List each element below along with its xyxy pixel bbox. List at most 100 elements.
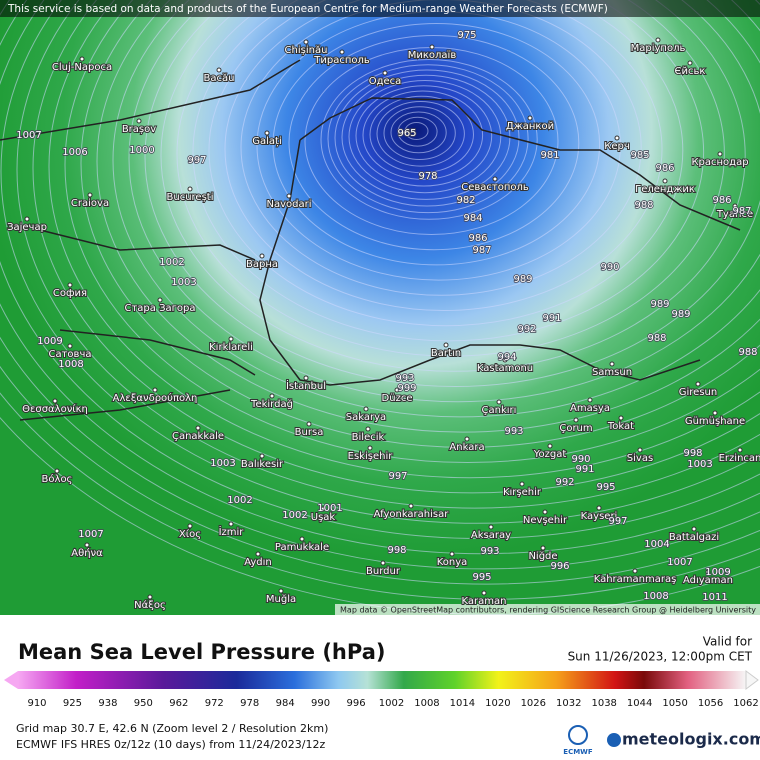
place-label: Navodari [266, 199, 311, 210]
place-dot [382, 70, 388, 76]
isobar-line [144, 0, 760, 387]
isobar-label: 989 [650, 299, 669, 310]
isobar-line [32, 0, 760, 494]
place-dot [269, 393, 275, 399]
isobar-label: 997 [388, 471, 407, 482]
place-dot [609, 361, 615, 367]
place-label: Севастополь [461, 182, 529, 193]
isobar-label: 988 [634, 200, 653, 211]
place-dot [278, 588, 284, 594]
place-dot [408, 503, 414, 509]
isolines [0, 0, 760, 615]
place-label: Краснодар [691, 157, 748, 168]
place-dot [67, 343, 73, 349]
place-label: Çankırı [482, 405, 517, 416]
isobar-line [48, 0, 760, 479]
place-label: Βόλος [42, 473, 73, 485]
scale-label: 1056 [698, 698, 723, 709]
place-label: Сатовча [49, 349, 92, 360]
place-dot [547, 443, 553, 449]
place-dot [228, 521, 234, 527]
place-label: Muğla [266, 593, 296, 605]
isobar-label: 995 [596, 482, 615, 493]
place-dot [216, 67, 222, 73]
isobar-line [362, 90, 484, 180]
isobar-label: 990 [571, 454, 590, 465]
place-label: София [53, 288, 87, 299]
scale-label: 984 [276, 698, 295, 709]
place-label: Bilecik [352, 432, 385, 443]
isobar-line [390, 111, 447, 154]
grid-info: Grid map 30.7 E, 42.6 N (Zoom level 2 / … [16, 722, 328, 735]
place-dot [519, 481, 525, 487]
isobar-line [0, 0, 760, 524]
place-dot [195, 425, 201, 431]
place-dot [380, 560, 386, 566]
isobar-line [327, 64, 529, 214]
place-dot [394, 387, 400, 393]
isobar-label: 1007 [78, 529, 103, 540]
scale-label: 1062 [733, 698, 758, 709]
place-dot [367, 445, 373, 451]
isobar-label: 999 [397, 383, 416, 394]
isobar-line [0, 0, 760, 539]
place-dot [492, 176, 498, 182]
place-dot [737, 447, 743, 453]
place-dot [464, 436, 470, 442]
scale-label: 996 [347, 698, 366, 709]
place-dot [429, 44, 435, 50]
isobar-label: 1007 [667, 557, 692, 568]
legend-title: Mean Sea Level Pressure (hPa) [18, 640, 385, 664]
place-label: Tekirdağ [250, 398, 293, 410]
place-label: Стара Загора [125, 303, 196, 314]
valid-time: Sun 11/26/2023, 12:00pm CET [568, 650, 753, 664]
isobar-label: 975 [457, 30, 476, 41]
place-label: Aksaray [471, 530, 511, 541]
isobar-line [80, 0, 760, 448]
isobar-label: 982 [456, 195, 475, 206]
place-label: Kırklareli [209, 342, 253, 353]
isobar-label: 993 [395, 373, 414, 384]
place-label: Варна [246, 259, 278, 270]
borders [0, 59, 301, 421]
place-label: Cluj-Napoca [52, 62, 112, 73]
isobar-line [348, 80, 502, 194]
place-label: Çanakkale [172, 431, 224, 442]
isobar-label: 1008 [643, 591, 668, 602]
scale-label: 1020 [485, 698, 510, 709]
isobar-label: 994 [497, 352, 516, 363]
place-dot [339, 49, 345, 55]
isobar-label: 990 [600, 262, 619, 273]
isobar-line [334, 69, 520, 207]
isobar-label: 998 [387, 545, 406, 556]
place-dot [52, 398, 58, 404]
scale-label: 1050 [662, 698, 687, 709]
place-dot [618, 415, 624, 421]
scale-label: 1008 [414, 698, 439, 709]
place-label: Bartın [431, 348, 461, 359]
isobar-label: 988 [647, 333, 666, 344]
place-dot [443, 342, 449, 348]
isobar-line [128, 0, 760, 403]
place-label: Erzincan [719, 453, 760, 464]
colorbar [18, 671, 746, 689]
scale-label: 1044 [627, 698, 652, 709]
place-label: Керч [604, 141, 630, 152]
valid-label: Valid for [703, 635, 752, 649]
place-dot [303, 375, 309, 381]
isobar-label: 1002 [227, 495, 252, 506]
isobar-label: 993 [480, 546, 499, 557]
place-dot [705, 569, 711, 575]
place-dot [152, 387, 158, 393]
place-label: Niğde [528, 550, 557, 562]
place-dot [363, 406, 369, 412]
place-label: Amasya [570, 403, 610, 414]
isobar-label: 1002 [282, 510, 307, 521]
isobar-label: 1003 [171, 277, 196, 288]
place-label: Миколаїв [408, 50, 457, 61]
isobar-label: 1011 [702, 592, 727, 603]
place-dot [695, 381, 701, 387]
place-label: Aydın [244, 557, 272, 568]
isobar-label: 991 [575, 464, 594, 475]
